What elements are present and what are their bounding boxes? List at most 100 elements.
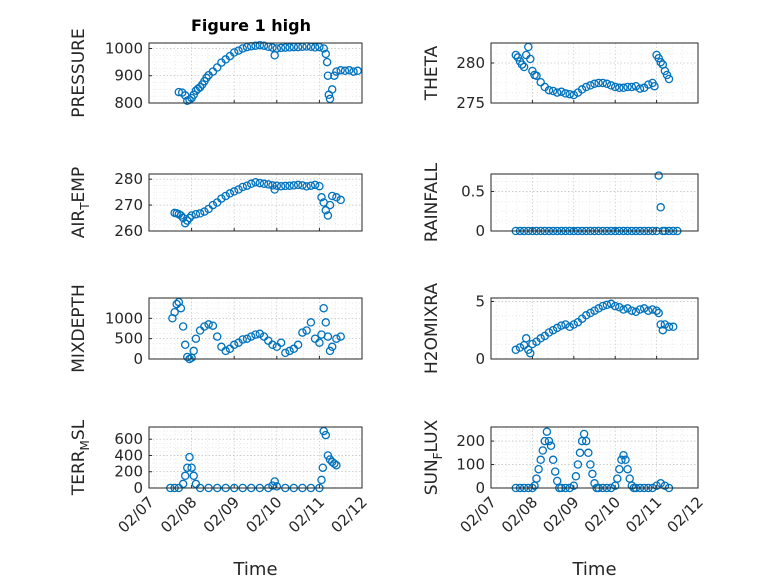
data-point	[310, 180, 320, 190]
data-point	[238, 335, 247, 344]
axes-frame	[490, 426, 699, 489]
data-point	[319, 303, 328, 313]
data-point	[550, 467, 560, 476]
data-point	[668, 322, 678, 332]
data-point	[635, 84, 645, 93]
data-point	[225, 189, 235, 198]
data-point	[610, 82, 620, 92]
data-point	[183, 216, 192, 225]
data-point	[321, 49, 331, 59]
y-tick-label: 400	[114, 446, 143, 464]
data-point	[276, 181, 286, 191]
data-point	[581, 436, 591, 446]
y-tick-label: 1000	[105, 309, 143, 327]
data-point	[619, 83, 628, 93]
plot-area	[490, 173, 699, 232]
y-tick-label: 500	[114, 330, 143, 348]
data-point	[336, 195, 345, 205]
data-point	[270, 477, 279, 486]
data-point	[658, 325, 668, 335]
data-point	[565, 322, 574, 332]
x-tick-label: 02/07	[115, 493, 158, 536]
data-point	[660, 66, 670, 76]
data-point	[664, 322, 674, 332]
y-tick-label: 0.5	[461, 182, 485, 200]
plot-area	[148, 42, 363, 104]
data-point	[255, 329, 265, 339]
data-point	[602, 79, 612, 89]
data-point	[654, 53, 663, 63]
data-point	[581, 311, 591, 320]
data-point	[584, 448, 593, 458]
data-point	[272, 181, 282, 190]
data-point	[515, 343, 525, 352]
data-point	[650, 81, 659, 91]
data-point	[532, 474, 541, 483]
data-point	[189, 90, 198, 100]
data-point	[528, 339, 537, 349]
data-point	[178, 322, 188, 331]
data-point	[246, 332, 256, 341]
data-point	[183, 352, 192, 362]
data-point	[268, 340, 277, 350]
data-point	[526, 348, 535, 358]
data-point	[536, 334, 545, 343]
data-point	[204, 320, 213, 329]
data-point	[332, 67, 341, 76]
data-point	[246, 179, 256, 189]
data-point	[323, 332, 333, 341]
data-point	[569, 320, 579, 329]
y-tick-label: 0	[475, 350, 485, 368]
axes-frame	[148, 42, 363, 104]
x-tick-label: 02/09	[539, 493, 582, 536]
data-point	[590, 79, 599, 89]
data-point	[540, 436, 550, 446]
x-tick-label: 02/07	[457, 493, 500, 536]
y-axis-label: THETA	[422, 45, 442, 101]
data-point	[656, 479, 665, 488]
data-point	[285, 43, 294, 52]
data-point	[242, 181, 252, 190]
data-point	[656, 57, 665, 67]
x-tick-label: 02/11	[285, 493, 328, 536]
data-point	[187, 211, 196, 220]
data-point	[321, 206, 331, 215]
data-point	[557, 321, 566, 330]
subplot-air-temp: 260 270 280 AIRTEMP	[69, 167, 363, 240]
data-point	[327, 342, 337, 352]
axes-frame	[490, 42, 699, 104]
data-point	[573, 460, 583, 469]
data-point	[180, 471, 190, 481]
data-point	[317, 193, 326, 202]
data-point	[229, 48, 239, 57]
data-point	[581, 82, 591, 92]
data-point	[293, 180, 303, 190]
data-point	[187, 463, 196, 472]
data-point	[521, 334, 531, 343]
data-point	[281, 181, 290, 191]
data-point	[259, 41, 269, 50]
data-point	[660, 320, 670, 329]
data-point	[191, 209, 201, 219]
data-point	[234, 46, 243, 55]
data-point	[318, 463, 328, 472]
data-point	[332, 460, 341, 470]
data-point	[606, 81, 616, 90]
data-point	[621, 455, 630, 465]
data-point	[532, 71, 541, 81]
data-point	[561, 89, 570, 98]
data-point	[660, 481, 670, 490]
data-point	[325, 200, 335, 210]
subplot-mixdepth: 0 500 1000 MIXDEPTH	[69, 284, 363, 373]
subplot-h2omixra: 0 5 H2OMIXRA	[422, 283, 699, 374]
y-axis-label: SUNFLUX	[422, 419, 445, 495]
data-point	[557, 87, 566, 97]
data-point	[242, 334, 252, 343]
data-point	[321, 430, 331, 440]
data-point	[598, 301, 608, 311]
data-point	[323, 451, 333, 460]
data-point	[602, 300, 612, 310]
y-tick-label: 0	[133, 350, 143, 368]
y-axis-label: RAINFALL	[422, 162, 442, 242]
